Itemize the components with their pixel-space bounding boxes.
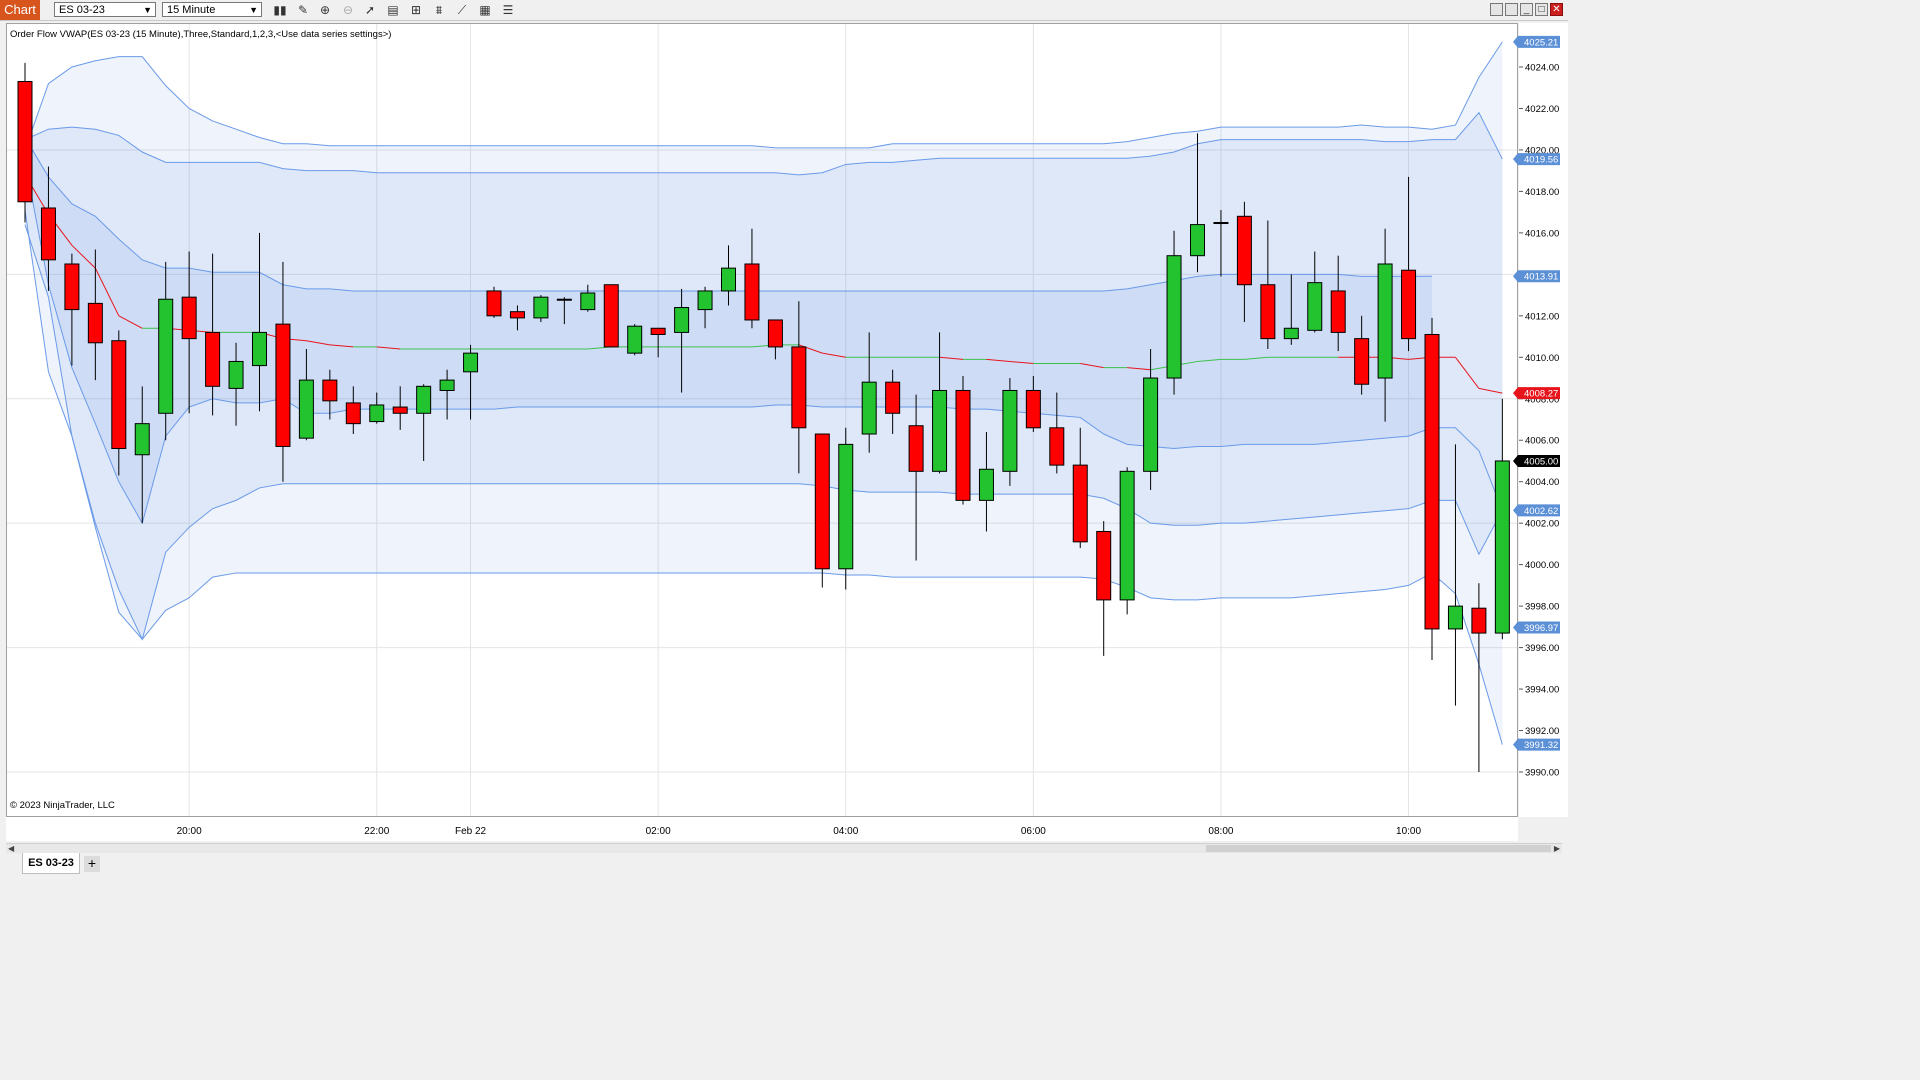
indicator-label: Order Flow VWAP(ES 03-23 (15 Minute),Thr… [10,29,392,40]
copyright-text: © 2023 NinjaTrader, LLC [10,800,115,811]
drawing-tools-icon[interactable]: ⟋ [457,3,467,17]
zoom-in-icon[interactable]: ⊕ [319,3,331,17]
scroll-right-icon[interactable]: ▶ [1553,844,1560,853]
time-tick-label: 22:00 [364,826,390,837]
indicators-icon[interactable]: ⩩ [435,3,443,17]
time-tick-label: 06:00 [1020,826,1046,837]
minimize-icon[interactable]: _ [1520,3,1533,16]
chart-toolbar: Chart ES 03-23 ▼ 15 Minute ▼ ▮▮ ✎ ⊕ ⊖ ➚ … [0,0,1568,21]
chevron-down-icon: ▼ [143,5,152,15]
interval-selector[interactable]: 15 Minute ▼ [162,2,262,17]
scroll-left-icon[interactable]: ◀ [8,844,15,853]
time-tick-label: 02:00 [645,826,671,837]
instrument-value: ES 03-23 [59,4,105,16]
window-tile-icon[interactable] [1505,3,1518,16]
time-tick-label: 10:00 [1396,826,1422,837]
scrollbar-thumb[interactable] [1206,845,1551,852]
chart-scrollbar[interactable]: ◀ ▶ [6,843,1562,854]
tab-es-03-23[interactable]: ES 03-23 [22,853,80,874]
strategy-icon[interactable]: ⊞ [410,3,422,17]
time-tick-label: 08:00 [1208,826,1234,837]
time-tick-label: 20:00 [176,826,202,837]
instrument-tab-bar: ES 03-23 + [0,853,1568,882]
window-tile-icon[interactable] [1490,3,1503,16]
properties-icon[interactable]: ▦ [479,3,491,17]
data-box-icon[interactable]: ▤ [387,3,399,17]
time-tick-label: Feb 22 [454,826,487,837]
time-tick-label: 04:00 [833,826,859,837]
chart-window-button[interactable]: Chart [0,0,40,20]
add-tab-icon[interactable]: + [84,856,100,872]
pointer-icon[interactable]: ➚ [364,3,376,17]
bars-icon[interactable]: ▮▮ [273,3,287,17]
list-icon[interactable]: ☰ [502,3,514,17]
price-axis[interactable] [1519,23,1568,817]
pencil-icon[interactable]: ✎ [297,3,309,17]
chevron-down-icon: ▼ [249,5,258,15]
instrument-selector[interactable]: ES 03-23 ▼ [54,2,156,17]
maximize-icon[interactable]: □ [1535,3,1548,16]
interval-value: 15 Minute [167,4,216,16]
zoom-out-icon[interactable]: ⊖ [342,3,354,17]
close-icon[interactable]: ✕ [1550,3,1563,16]
time-axis[interactable]: 20:00 22:00 Feb 22 02:00 04:00 06:00 08:00 10:0… [6,817,1518,841]
chart-plot-area[interactable] [6,23,1518,817]
